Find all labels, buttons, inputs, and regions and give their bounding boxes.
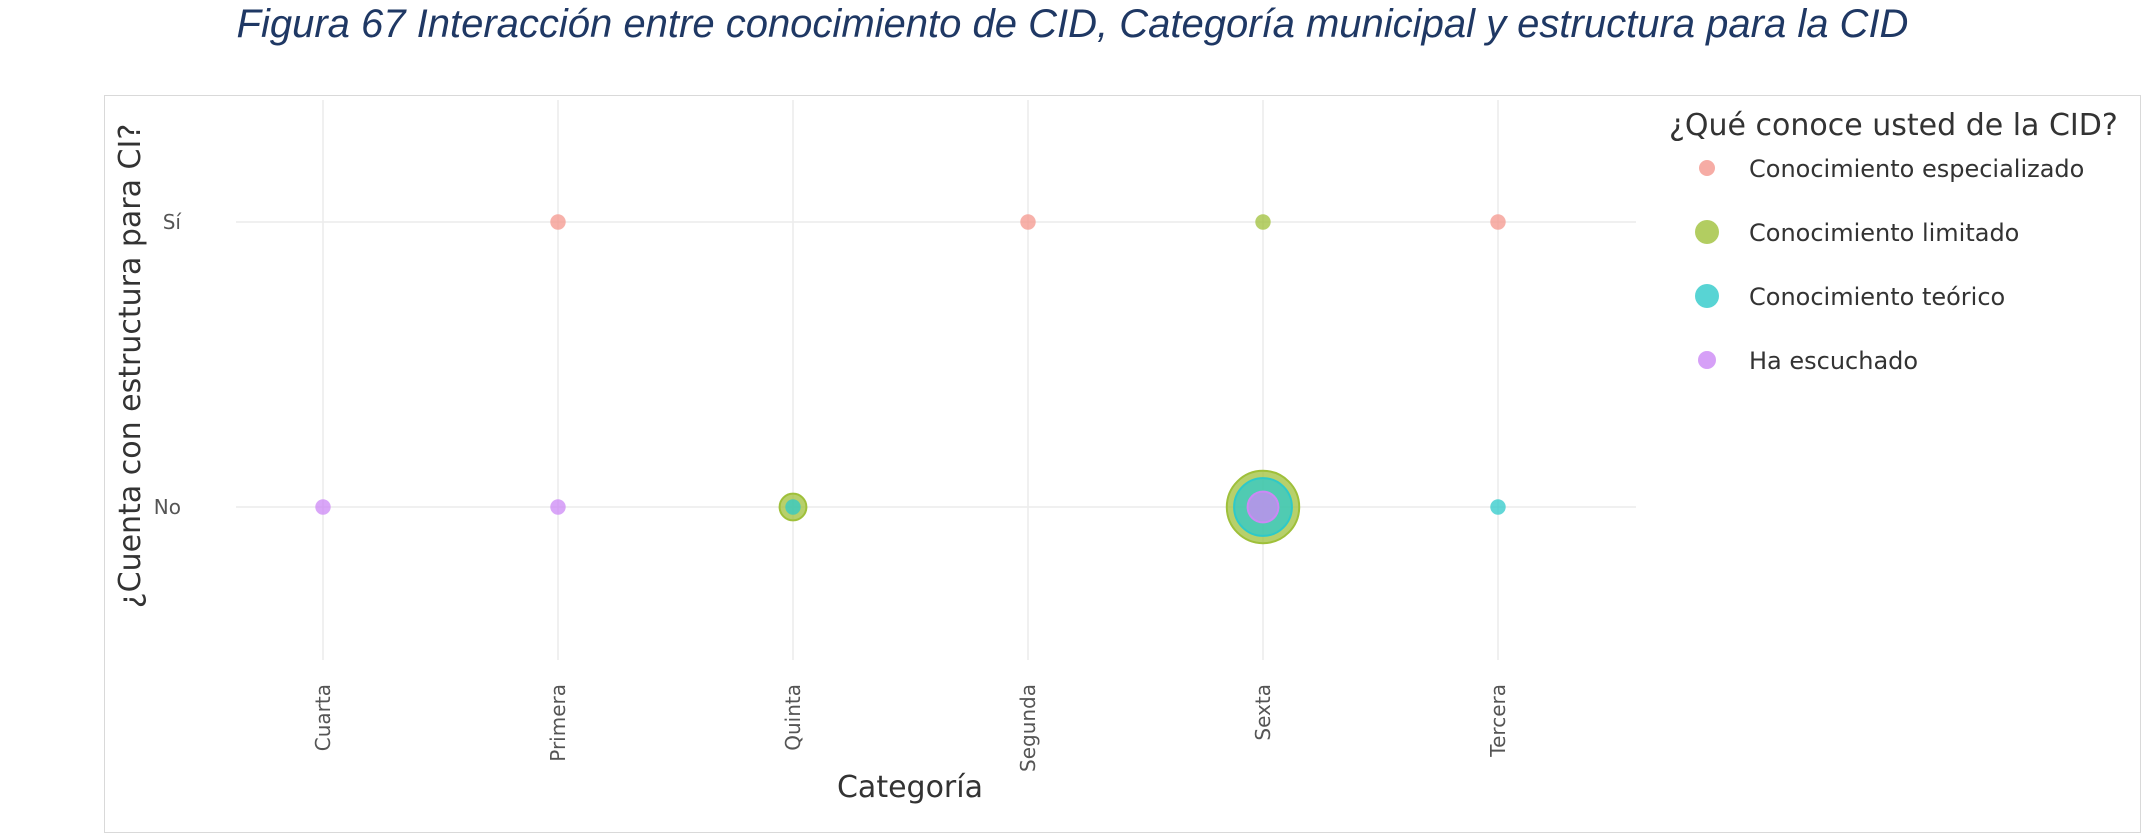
data-point — [1490, 499, 1506, 515]
x-axis-ticks: Cuarta Primera Quinta Segunda Sexta Tercera — [311, 684, 1510, 772]
data-point — [785, 499, 801, 515]
legend-item-label: Ha escuchado — [1749, 347, 1918, 375]
x-tick-label: Quinta — [781, 684, 805, 751]
data-point — [1490, 214, 1506, 230]
data-point — [1020, 214, 1036, 230]
legend: ¿Qué conoce usted de la CID? Conocimient… — [1669, 108, 2118, 375]
x-axis-title: Categoría — [837, 770, 983, 805]
x-tick-label: Tercera — [1486, 684, 1510, 758]
legend-marker — [1699, 160, 1715, 176]
legend-item-label: Conocimiento especializado — [1749, 155, 2084, 183]
data-point — [1255, 214, 1271, 230]
y-axis-ticks: No Sí — [154, 210, 183, 519]
x-tick-label: Segunda — [1016, 684, 1040, 772]
x-tick-label: Sexta — [1251, 684, 1275, 741]
figure-caption: Figura 67 Interacción entre conocimiento… — [236, 2, 1909, 46]
x-tick-label: Primera — [546, 684, 570, 762]
legend-marker — [1698, 351, 1716, 369]
y-axis-title: ¿Cuenta con estructura para CI? — [113, 124, 148, 609]
data-point — [550, 499, 566, 515]
legend-marker — [1695, 284, 1719, 308]
data-points — [315, 214, 1506, 545]
data-point — [1246, 490, 1280, 524]
legend-item-label: Conocimiento teórico — [1749, 283, 2005, 311]
legend-item-label: Conocimiento limitado — [1749, 219, 2019, 247]
y-tick-label: Sí — [163, 210, 183, 234]
data-point — [315, 499, 331, 515]
legend-title: ¿Qué conoce usted de la CID? — [1669, 108, 2118, 143]
y-tick-label: No — [154, 495, 181, 519]
grid-lines — [236, 100, 1636, 660]
legend-marker — [1695, 220, 1719, 244]
x-tick-label: Cuarta — [311, 684, 335, 751]
data-point — [550, 214, 566, 230]
chart-frame — [104, 95, 2141, 833]
